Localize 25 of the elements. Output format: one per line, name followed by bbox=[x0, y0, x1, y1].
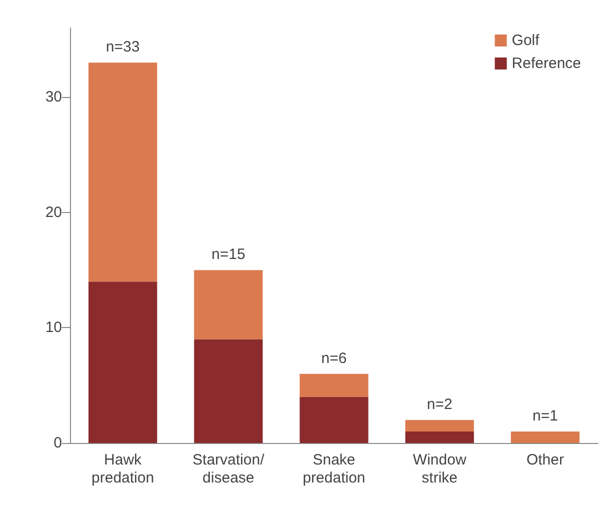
bar bbox=[300, 396, 368, 443]
bar bbox=[88, 282, 158, 443]
x-tick-label: Starvation/ disease bbox=[192, 452, 266, 486]
bar bbox=[88, 62, 158, 282]
total-label: n=33 bbox=[106, 38, 140, 56]
bar bbox=[405, 420, 474, 432]
bar bbox=[194, 270, 263, 340]
y-tick-label: 10 bbox=[45, 319, 62, 336]
total-label: n=2 bbox=[426, 396, 452, 413]
bar bbox=[300, 374, 368, 397]
total-label: n=15 bbox=[212, 246, 246, 264]
bar bbox=[510, 431, 580, 443]
x-tick-label: Other bbox=[526, 452, 564, 468]
total-label: n=6 bbox=[321, 350, 347, 367]
x-tick-label: Snake predation bbox=[302, 452, 366, 486]
x-tick-label: Hawk predation bbox=[92, 452, 154, 486]
legend-label: Golf bbox=[512, 32, 540, 49]
bar bbox=[405, 431, 474, 443]
x-tick-label: Window strike bbox=[412, 452, 466, 486]
y-tick-label: 30 bbox=[45, 88, 62, 106]
legend-label: Reference bbox=[512, 55, 582, 72]
y-tick-label: 20 bbox=[45, 204, 62, 221]
y-tick-label: 0 bbox=[54, 434, 62, 452]
bar bbox=[194, 339, 263, 443]
total-label: n=1 bbox=[532, 407, 558, 424]
